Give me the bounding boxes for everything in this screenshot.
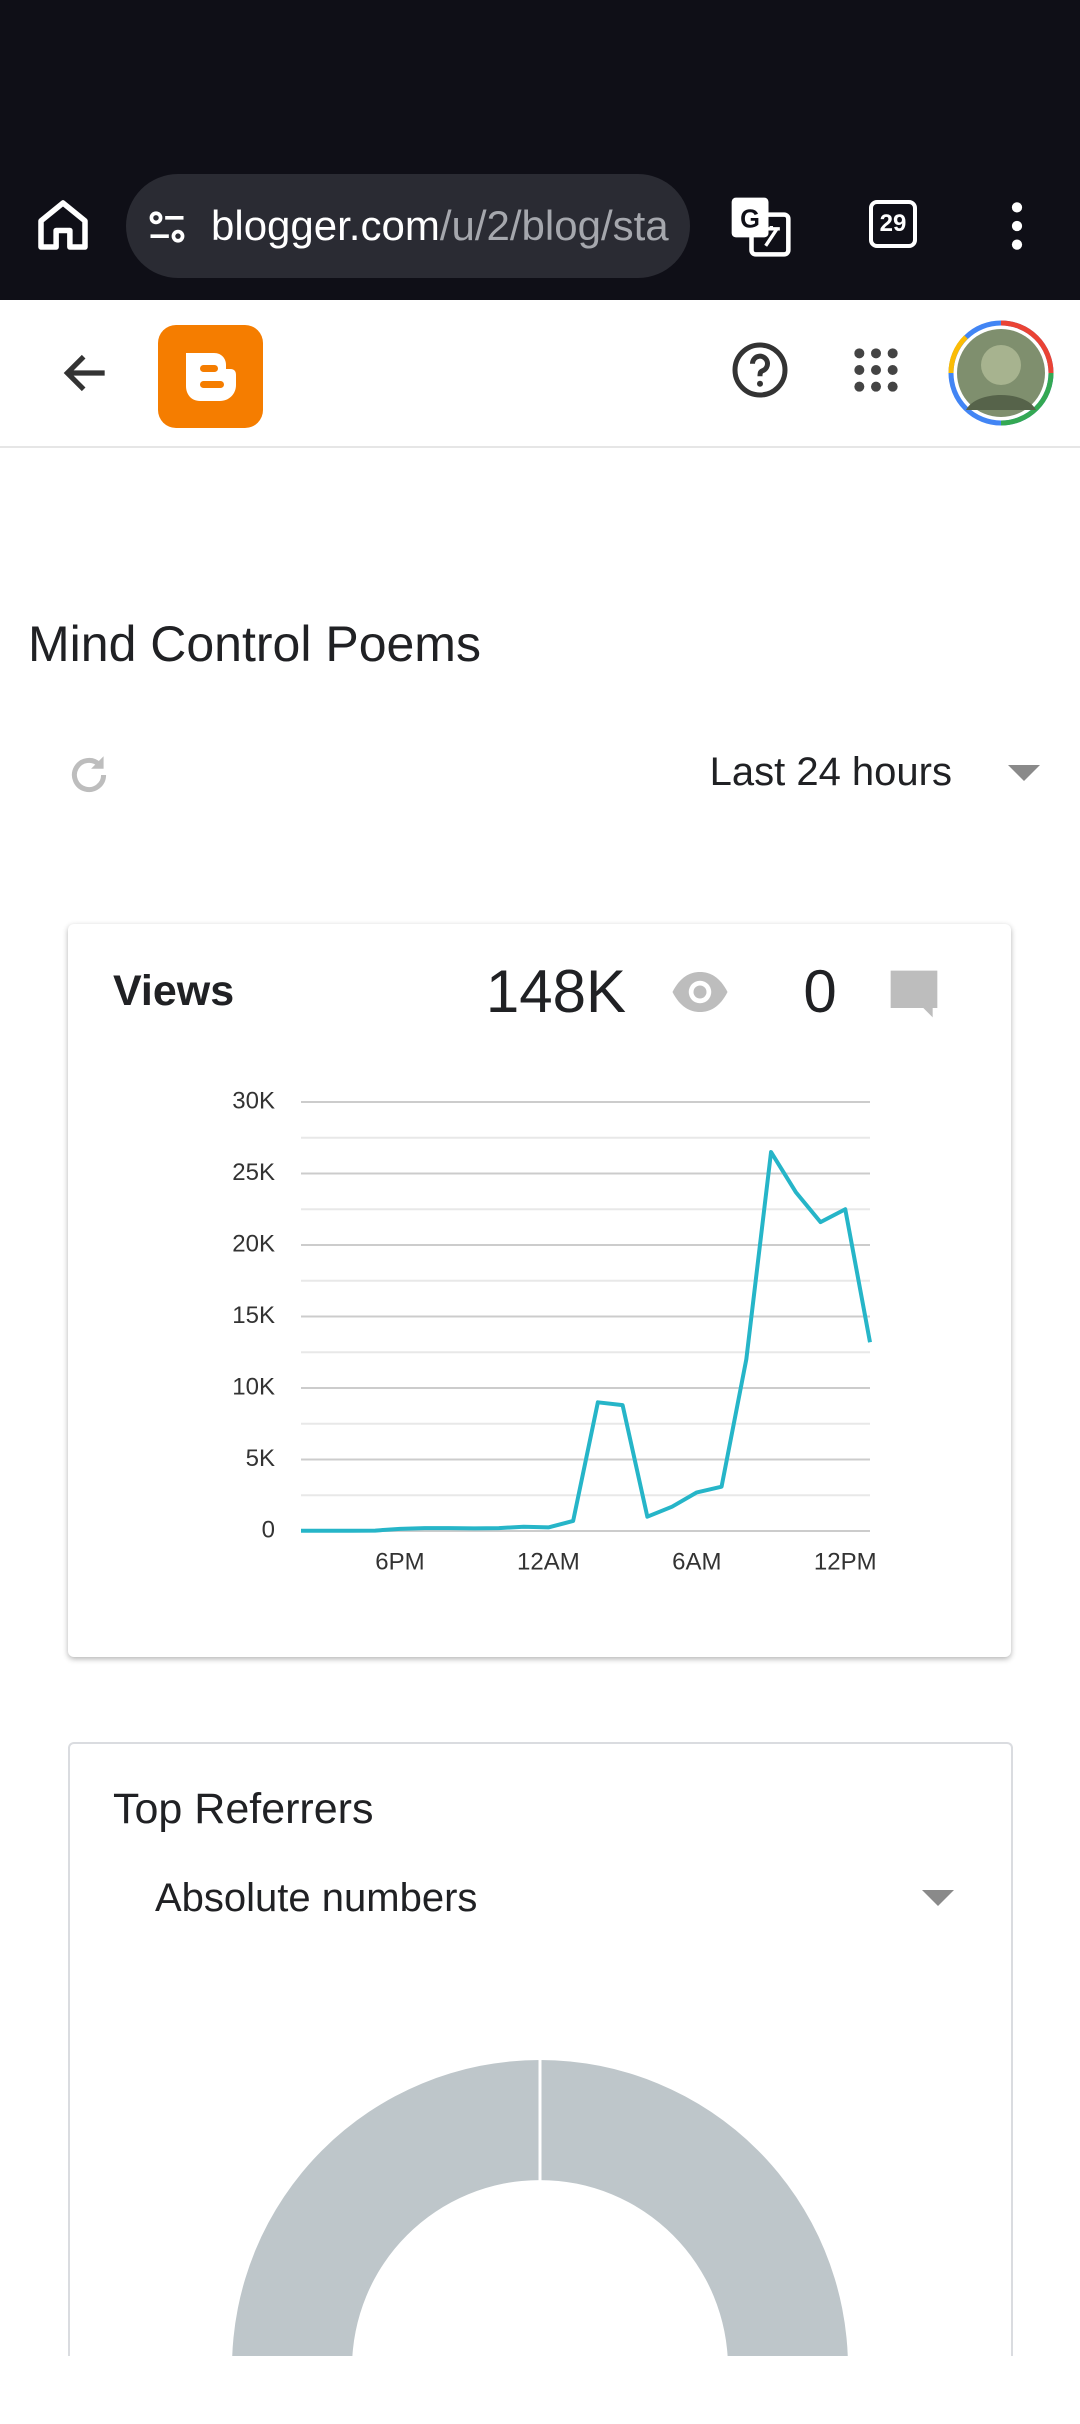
refresh-button[interactable]	[64, 750, 114, 800]
site-info-icon[interactable]	[145, 205, 189, 249]
referrers-card	[68, 1742, 1013, 2424]
y-tick-label: 25K	[232, 1159, 275, 1186]
tab-count[interactable]: 29	[869, 200, 917, 248]
range-selector[interactable]: Last 24 hours	[709, 750, 952, 794]
y-tick-label: 5K	[246, 1445, 275, 1472]
svg-text:G: G	[740, 205, 760, 233]
range-dropdown-arrow[interactable]	[1008, 765, 1040, 783]
url-text: blogger.com/u/2/blog/sta	[211, 198, 671, 254]
mode-dropdown-arrow[interactable]	[922, 1890, 954, 1908]
blog-title: Mind Control Poems	[28, 616, 481, 672]
help-button[interactable]	[730, 340, 790, 400]
views-icon	[672, 972, 728, 1012]
views-total: 148K	[485, 958, 626, 1025]
comments-icon	[890, 970, 938, 1018]
x-tick-label: 12AM	[517, 1548, 580, 1575]
referrers-card-title: Top Referrers	[113, 1785, 374, 1833]
url-path: /u/2/blog/sta	[439, 202, 669, 249]
views-chart: 0 5K 10K 15K 20K 25K 30K 6PM 12AM 6AM 12PM	[232, 1087, 877, 1575]
views-card-title: Views	[113, 967, 235, 1015]
apps-button[interactable]	[851, 345, 901, 395]
y-tick-label: 15K	[232, 1302, 275, 1329]
account-avatar[interactable]	[948, 320, 1054, 426]
blogger-logo[interactable]	[158, 325, 263, 428]
y-tick-label: 0	[262, 1516, 275, 1543]
bottom-blank	[0, 2356, 1080, 2424]
x-tick-label: 6AM	[672, 1548, 721, 1575]
url-bar[interactable]	[126, 174, 690, 278]
referrers-mode-selector[interactable]: Absolute numbers	[155, 1876, 478, 1920]
app-bar-divider	[0, 446, 1080, 448]
views-card	[68, 924, 1011, 1657]
referrers-donut	[232, 2058, 848, 2356]
comments-total: 0	[803, 958, 837, 1025]
y-tick-label: 30K	[232, 1087, 275, 1114]
y-tick-label: 20K	[232, 1230, 275, 1257]
menu-button[interactable]	[997, 198, 1037, 254]
translate-button[interactable]: G	[726, 192, 794, 260]
x-tick-label: 6PM	[375, 1548, 424, 1575]
views-line	[301, 1150, 872, 1533]
x-tick-label: 12PM	[814, 1548, 877, 1575]
y-tick-label: 10K	[232, 1373, 275, 1400]
back-button[interactable]	[58, 345, 114, 401]
url-host: blogger.com	[211, 202, 440, 249]
home-button[interactable]	[30, 192, 96, 258]
